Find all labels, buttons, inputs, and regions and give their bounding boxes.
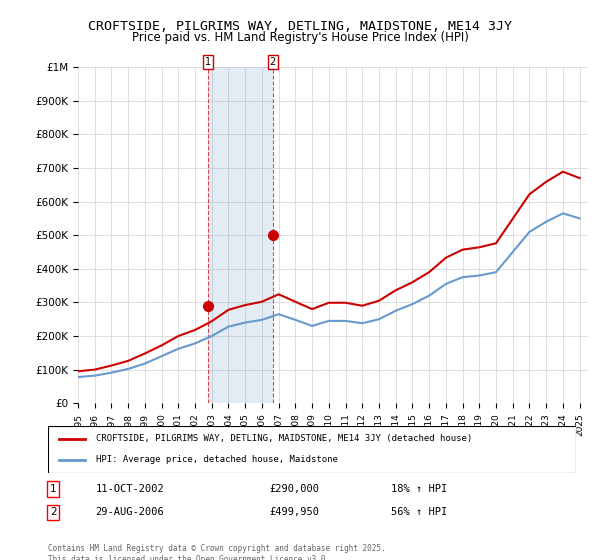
Text: Contains HM Land Registry data © Crown copyright and database right 2025.
This d: Contains HM Land Registry data © Crown c… (48, 544, 386, 560)
FancyBboxPatch shape (48, 426, 576, 473)
Text: £290,000: £290,000 (270, 484, 320, 494)
Text: 1: 1 (205, 57, 211, 67)
Text: 11-OCT-2002: 11-OCT-2002 (95, 484, 164, 494)
Text: CROFTSIDE, PILGRIMS WAY, DETLING, MAIDSTONE, ME14 3JY (detached house): CROFTSIDE, PILGRIMS WAY, DETLING, MAIDST… (95, 435, 472, 444)
Text: CROFTSIDE, PILGRIMS WAY, DETLING, MAIDSTONE, ME14 3JY: CROFTSIDE, PILGRIMS WAY, DETLING, MAIDST… (88, 20, 512, 32)
Text: 18% ↑ HPI: 18% ↑ HPI (391, 484, 448, 494)
Text: £499,950: £499,950 (270, 507, 320, 517)
Text: 2: 2 (269, 57, 276, 67)
Text: 29-AUG-2006: 29-AUG-2006 (95, 507, 164, 517)
Text: 56% ↑ HPI: 56% ↑ HPI (391, 507, 448, 517)
Text: HPI: Average price, detached house, Maidstone: HPI: Average price, detached house, Maid… (95, 455, 337, 464)
Bar (208, 67, 273, 403)
Text: 2: 2 (50, 507, 56, 517)
Text: 1: 1 (50, 484, 56, 494)
Text: Price paid vs. HM Land Registry's House Price Index (HPI): Price paid vs. HM Land Registry's House … (131, 31, 469, 44)
